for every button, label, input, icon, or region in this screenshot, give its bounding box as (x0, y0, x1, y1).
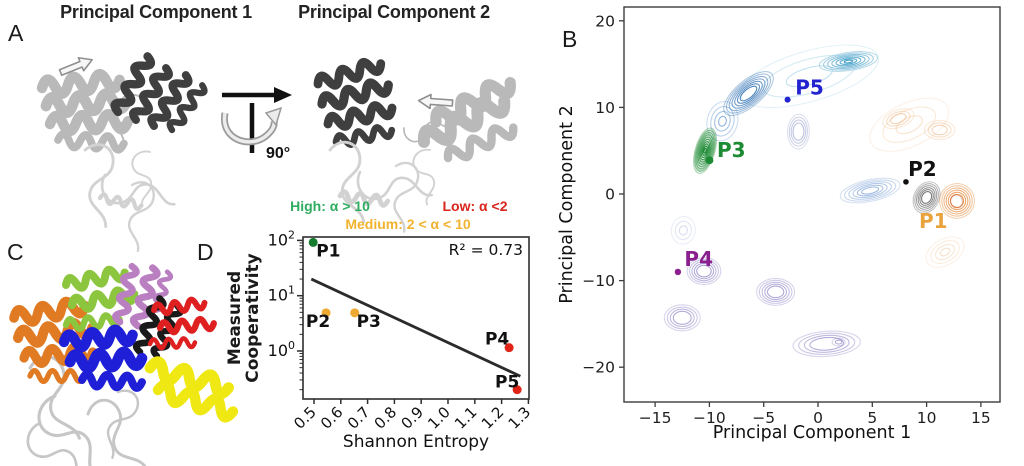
scatter-label-P3: P3 (357, 312, 381, 332)
pc-point-P3 (705, 156, 714, 165)
scatter-point-P2 (321, 308, 331, 318)
pc-label-P3: P3 (717, 138, 746, 162)
svg-text:15: 15 (971, 409, 991, 427)
pc-point-P2 (903, 179, 909, 185)
scatter-label-P4: P4 (485, 330, 509, 350)
protein-pc1-bottom-domain (61, 138, 176, 252)
svg-text:0.7: 0.7 (344, 403, 374, 433)
density-contours (663, 44, 975, 358)
panel-c-label: C (7, 239, 24, 265)
rotation-angle-text: 90° (266, 145, 290, 162)
panel-a-title-pc1: Principal Component 1 (60, 2, 252, 22)
panel-d-label: D (197, 239, 214, 265)
svg-text:0: 0 (605, 186, 615, 204)
scatter-point-P4 (504, 343, 514, 353)
panel-a-structures: 90° (0, 0, 555, 252)
svg-text:5: 5 (867, 409, 877, 427)
scatter-label-P1: P1 (316, 241, 340, 261)
svg-text:10: 10 (595, 99, 615, 117)
pc-point-P5 (784, 96, 791, 103)
svg-text:101: 101 (268, 284, 295, 305)
pc-point-P4 (674, 268, 682, 276)
svg-text:10: 10 (917, 409, 937, 427)
svg-text:0.8: 0.8 (371, 403, 401, 433)
scatter-label-P2: P2 (306, 312, 330, 332)
panel-c-structure (0, 255, 240, 466)
legend-medium-alpha: Medium: 2 < α < 10 (345, 216, 471, 232)
protein-complex-yellow-domain (148, 360, 235, 419)
svg-text:−5: −5 (752, 409, 775, 427)
svg-text:1.1: 1.1 (451, 403, 481, 433)
svg-text:100: 100 (268, 339, 295, 360)
pca-density-plot: −15 −10 −5 0 5 10 15 20 10 0 −10 −20 Principal Compo… (557, 6, 1001, 443)
svg-text:20: 20 (595, 12, 615, 30)
svg-text:0.6: 0.6 (317, 403, 347, 433)
svg-text:−20: −20 (582, 359, 615, 377)
legend-low-alpha: Low: α <2 (442, 198, 508, 214)
regression-line (310, 277, 521, 378)
pc-label-P5: P5 (795, 75, 824, 99)
pc-label-P1: P1 (919, 209, 948, 233)
plot-frame (623, 6, 1001, 403)
state-points: P1 P2 P3 P4 P5 (674, 75, 948, 276)
b-xaxis-label: Principal Component 1 (713, 423, 911, 443)
svg-text:0.9: 0.9 (397, 403, 427, 433)
d-yaxis-label-line1: Measured (225, 271, 245, 365)
svg-text:−10: −10 (582, 272, 615, 290)
svg-text:0.5: 0.5 (290, 403, 320, 433)
pc-label-P2: P2 (908, 157, 937, 181)
panel-b-label: B (562, 26, 578, 52)
svg-text:−15: −15 (639, 409, 672, 427)
protein-pc2-dark-domain (316, 57, 394, 147)
d-xaxis-label: Shannon Entropy (343, 432, 489, 452)
r-squared-annotation: R² = 0.73 (449, 241, 523, 259)
cooperativity-scatter-plot: 102 101 100 0.50.60.70.80.91.01.11.21.3 Shan… (225, 228, 535, 452)
scatter-point-P5 (512, 385, 522, 395)
svg-text:−10: −10 (693, 409, 726, 427)
legend-high-alpha: High: α > 10 (290, 198, 370, 214)
pc-label-P4: P4 (684, 247, 713, 271)
svg-text:1.2: 1.2 (478, 403, 508, 433)
scatter-points: P1 P2 P3 P4 P5 (306, 237, 522, 395)
scatter-point-P3 (350, 308, 360, 318)
protein-pc2-light-domain (400, 75, 516, 164)
svg-text:0: 0 (813, 409, 823, 427)
d-yaxis-label-line2: Cooperativity (243, 253, 263, 382)
svg-text:1.0: 1.0 (424, 403, 454, 433)
panel-a-label: A (8, 20, 24, 46)
scatter-point-P1 (308, 237, 318, 247)
panel-a-title-pc2: Principal Component 2 (298, 2, 490, 22)
scatter-label-P5: P5 (495, 373, 519, 393)
rotation-90-icon: 90° (221, 87, 292, 162)
protein-complex-red-domain (150, 298, 214, 349)
b-yaxis-label: Principal Component 2 (557, 105, 577, 303)
svg-text:102: 102 (268, 228, 295, 249)
axis-ticks: −15 −10 −5 0 5 10 15 20 10 0 −10 −20 (582, 12, 990, 427)
svg-text:1.3: 1.3 (505, 403, 535, 433)
